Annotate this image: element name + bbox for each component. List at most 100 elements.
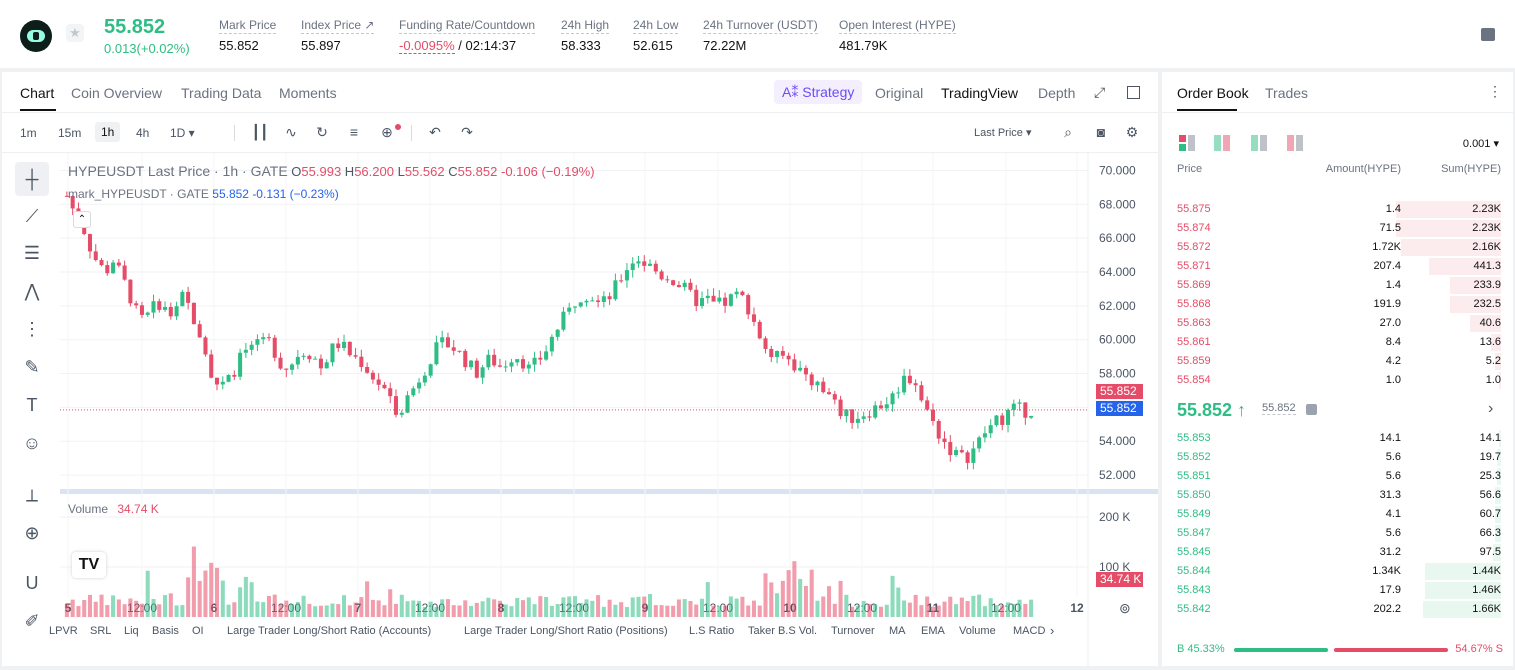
indicator-0[interactable]: LPVR	[49, 625, 78, 637]
crosshair-tool-icon[interactable]: ┼	[15, 162, 49, 196]
tab-trading-data[interactable]: Trading Data	[181, 85, 262, 101]
bid-row[interactable]: 55.845 31.2 97.5	[1162, 543, 1513, 562]
bid-row[interactable]: 55.849 4.1 60.7	[1162, 505, 1513, 524]
bid-row[interactable]: 55.844 1.34K 1.44K	[1162, 562, 1513, 581]
candle-body	[954, 450, 959, 456]
ask-row[interactable]: 55.868 191.9 232.5	[1162, 295, 1513, 314]
funding-rate-label[interactable]: Funding Rate/Countdown	[399, 18, 536, 34]
precision-select[interactable]: 0.001 ▾	[1462, 138, 1499, 150]
indicator-6[interactable]: Large Trader Long/Short Ratio (Positions…	[464, 625, 668, 637]
timeframe-15m[interactable]: 15m	[58, 126, 82, 140]
view-bids-icon[interactable]	[1251, 135, 1267, 151]
price-type-select[interactable]: Last Price ▾	[974, 127, 1032, 139]
ruler-tool-icon[interactable]: ⟂	[25, 485, 38, 505]
view-original[interactable]: Original	[875, 85, 924, 101]
more-vertical-icon[interactable]: ⋮	[1488, 83, 1502, 99]
settings-gear-icon[interactable]: ⚙	[1125, 124, 1139, 140]
bid-row[interactable]: 55.852 5.6 19.7	[1162, 448, 1513, 467]
lock-pencil-tool-icon[interactable]: ✐	[24, 611, 40, 631]
search-icon[interactable]: ⌕	[1064, 124, 1072, 140]
redo-icon[interactable]: ↷	[461, 124, 473, 140]
candle-body	[168, 306, 173, 317]
magnet-tool-icon[interactable]: U	[25, 573, 39, 593]
indicator-8[interactable]: Taker B.S Vol.	[748, 625, 818, 637]
tab-trades[interactable]: Trades	[1265, 85, 1309, 101]
prediction-tool-icon[interactable]: ⋮	[23, 319, 41, 339]
ask-row[interactable]: 55.859 4.2 5.2	[1162, 352, 1513, 371]
tab-coin-overview[interactable]: Coin Overview	[71, 85, 163, 101]
trendline-tool-icon[interactable]: ⟋	[25, 206, 39, 226]
view-tradingview[interactable]: TradingView	[941, 85, 1019, 101]
ask-row[interactable]: 55.854 1.0 1.0	[1162, 371, 1513, 390]
mid-mark-price[interactable]: 55.852	[1262, 402, 1296, 415]
indicator-7[interactable]: L.S Ratio	[689, 625, 735, 637]
indicators-icon[interactable]: ∿	[285, 124, 297, 140]
ask-row[interactable]: 55.863 27.0 40.6	[1162, 314, 1513, 333]
ask-row[interactable]: 55.871 207.4 441.3	[1162, 257, 1513, 276]
bid-row[interactable]: 55.843 17.9 1.46K	[1162, 581, 1513, 600]
collapse-legend-icon[interactable]: ⌃	[73, 211, 91, 228]
timeframe-1m[interactable]: 1m	[20, 126, 37, 140]
indicator-11[interactable]: EMA	[921, 625, 945, 637]
ask-row[interactable]: 55.874 71.5 2.23K	[1162, 219, 1513, 238]
emoji-tool-icon[interactable]: ☺	[22, 433, 42, 453]
bid-row[interactable]: 55.851 5.6 25.3	[1162, 467, 1513, 486]
view-depth[interactable]: Depth	[1038, 85, 1076, 101]
indicator-10[interactable]: MA	[889, 625, 906, 637]
ask-row[interactable]: 55.875 1.4 2.23K	[1162, 200, 1513, 219]
chart-settings-icon[interactable]: ⊚	[1119, 600, 1131, 616]
indicator-12[interactable]: Volume	[959, 625, 996, 637]
indicator-1[interactable]: SRL	[90, 625, 112, 637]
camera-icon[interactable]: ◙	[1096, 124, 1106, 140]
fib-tool-icon[interactable]: ☰	[23, 243, 41, 263]
view-split-icon[interactable]	[1214, 135, 1230, 151]
undo-icon[interactable]: ↶	[429, 124, 441, 140]
text-tool-icon[interactable]: T	[26, 395, 38, 415]
tradingview-logo-icon[interactable]: TV	[72, 552, 106, 578]
alert-dot	[395, 124, 401, 130]
mark-price-label[interactable]: Mark Price	[219, 18, 277, 34]
indicator-3[interactable]: Basis	[152, 625, 179, 637]
view-asks-icon[interactable]	[1287, 135, 1303, 151]
volume-bar	[682, 599, 687, 617]
candle-body	[1000, 415, 1005, 425]
favorite-star-icon[interactable]: ★	[66, 24, 84, 42]
brush-tool-icon[interactable]: ✎	[24, 357, 40, 377]
chevron-right-icon[interactable]: ›	[1488, 400, 1494, 417]
index-price-label[interactable]: Index Price ↗	[301, 18, 375, 34]
ask-row[interactable]: 55.869 1.4 233.9	[1162, 276, 1513, 295]
bid-row[interactable]: 55.842 202.2 1.66K	[1162, 600, 1513, 619]
strategy-button[interactable]: A⁑ Strategy	[774, 80, 863, 104]
timeframe-1d[interactable]: 1D ▾	[170, 126, 195, 140]
indicator-5[interactable]: Large Trader Long/Short Ratio (Accounts)	[227, 625, 432, 637]
candlestick-chart[interactable]: 70.000 68.000 66.000 64.000 62.000 60.000 58.0…	[2, 72, 1158, 666]
indicator-9[interactable]: Turnover	[831, 625, 875, 637]
alert-icon[interactable]: ⊕	[381, 124, 393, 140]
tab-chart[interactable]: Chart	[20, 85, 55, 101]
indicator-2[interactable]: Liq	[124, 625, 139, 637]
zoom-tool-icon[interactable]: ⊕	[24, 523, 40, 543]
ask-row[interactable]: 55.861 8.4 13.6	[1162, 333, 1513, 352]
candle-body	[463, 350, 468, 368]
bid-row[interactable]: 55.850 31.3 56.6	[1162, 486, 1513, 505]
tab-order-book[interactable]: Order Book	[1177, 85, 1249, 101]
window-icon[interactable]	[1127, 86, 1140, 99]
timeframe-4h[interactable]: 4h	[136, 126, 150, 140]
bid-row[interactable]: 55.853 14.1 14.1	[1162, 429, 1513, 448]
bid-row[interactable]: 55.847 5.6 66.3	[1162, 524, 1513, 543]
view-both-icon[interactable]	[1179, 135, 1195, 151]
templates-icon[interactable]: ≡	[349, 124, 359, 140]
open-interest-label[interactable]: Open Interest (HYPE)	[839, 18, 956, 34]
ask-row[interactable]: 55.872 1.72K 2.16K	[1162, 238, 1513, 257]
indicator-13[interactable]: MACD	[1013, 625, 1046, 637]
replay-icon[interactable]: ↻	[316, 124, 328, 140]
pattern-tool-icon[interactable]: ⋀	[24, 281, 40, 301]
indicator-4[interactable]: OI	[192, 625, 204, 637]
tab-moments[interactable]: Moments	[279, 85, 337, 101]
expand-icon[interactable]: ⤢	[1094, 84, 1106, 100]
book-icon[interactable]	[1481, 28, 1495, 41]
chevron-right-icon[interactable]: ›	[1050, 623, 1055, 638]
candles-icon[interactable]: ┃┃	[251, 124, 269, 140]
candle-body	[890, 393, 895, 405]
timeframe-1h[interactable]: 1h	[95, 122, 121, 142]
